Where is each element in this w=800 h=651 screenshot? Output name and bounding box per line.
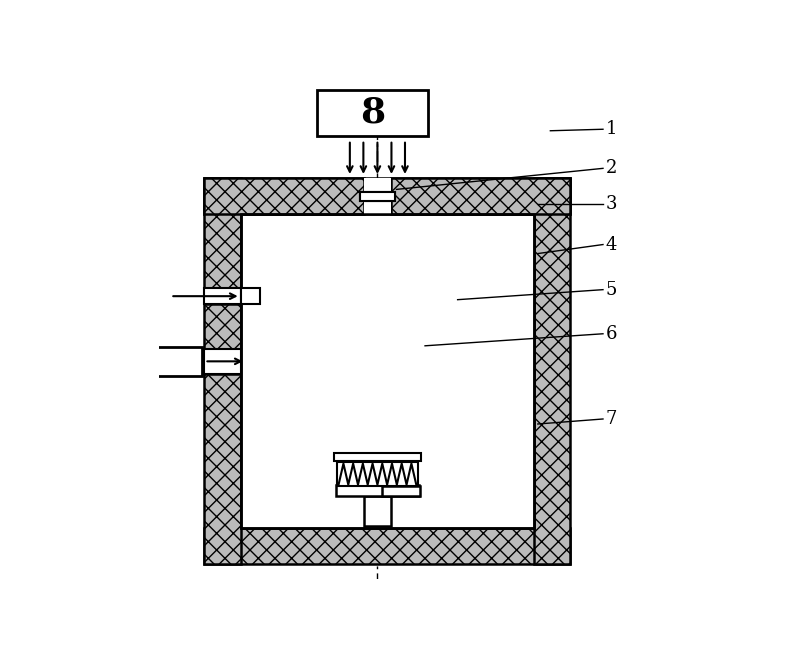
Bar [205,304,241,349]
Text: 8: 8 [360,96,385,130]
Bar [360,192,395,201]
Bar [205,374,241,564]
Bar [337,462,418,486]
Bar [205,288,241,304]
Bar [364,178,391,214]
Text: 2: 2 [606,159,617,177]
Bar [360,192,395,201]
Text: 4: 4 [606,236,617,253]
Bar [150,347,202,376]
Bar [241,214,534,528]
Text: 5: 5 [606,281,617,299]
Bar [382,486,420,495]
Bar [205,528,570,564]
Bar [205,178,364,214]
Text: 6: 6 [606,325,617,343]
Bar [318,90,427,136]
Text: 3: 3 [606,195,617,214]
Bar [241,214,534,528]
Bar [534,178,570,564]
Text: 1: 1 [606,120,617,138]
Bar [205,178,570,214]
Bar [205,349,241,374]
Bar [390,178,570,214]
Bar [241,288,260,304]
Bar [364,495,391,526]
Bar [336,484,418,495]
Bar [205,178,241,288]
Text: 7: 7 [606,410,617,428]
Bar [334,453,422,461]
